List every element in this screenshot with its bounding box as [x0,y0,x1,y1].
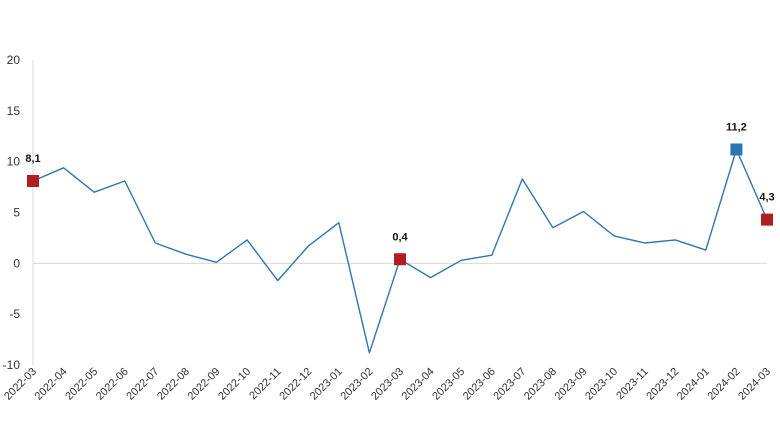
x-tick-label: 2023-07 [491,366,528,403]
y-tick-label: 15 [7,104,21,118]
y-tick-label: 10 [7,155,21,169]
x-tick-label: 2023-04 [400,366,437,403]
highlight-markers: 8,1 0,4 11,2 4,3 [25,121,775,266]
data-label: 0,4 [392,231,408,243]
y-tick-label: -10 [3,358,21,372]
x-tick-label: 2022-06 [94,366,131,403]
x-tick-label: 2022-09 [186,366,223,403]
x-tick-label: 2022-04 [33,366,70,403]
y-tick-label: 0 [13,256,20,270]
x-tick-label: 2023-12 [644,366,681,403]
x-axis-ticks: 2022-032022-042022-052022-062022-072022-… [2,366,773,403]
highlight-marker [394,253,406,266]
x-tick-label: 2022-08 [155,366,192,403]
x-tick-label: 2022-05 [63,366,100,403]
x-tick-label: 2023-09 [553,366,590,403]
x-tick-label: 2022-11 [247,366,283,402]
y-tick-label: 5 [13,206,20,220]
x-tick-label: 2023-10 [583,366,620,403]
x-tick-label: 2023-03 [369,366,406,403]
series-group [32,148,768,354]
x-tick-label: 2024-01 [675,366,712,403]
data-label: 4,3 [759,192,774,204]
data-label: 11,2 [726,121,747,133]
x-tick-label: 2023-01 [308,366,345,403]
x-tick-label: 2024-02 [706,366,743,403]
highlight-marker [730,143,743,156]
axes [32,60,767,365]
y-tick-label: 20 [7,53,21,67]
y-axis-ticks: -10 -5 0 5 10 15 20 [3,53,21,372]
series-line [32,148,768,354]
x-tick-label: 2022-07 [124,366,161,403]
x-tick-label: 2023-06 [461,366,498,403]
x-tick-label: 2022-10 [216,366,253,403]
x-tick-label: 2023-11 [614,366,650,402]
x-tick-label: 2023-08 [522,366,559,403]
y-tick-label: -5 [9,307,20,321]
x-tick-label: 2022-12 [277,366,314,403]
data-label: 8,1 [25,153,40,165]
highlight-marker [27,174,39,187]
highlight-marker [761,213,773,226]
x-tick-label: 2024-03 [736,366,773,403]
x-tick-label: 2023-02 [339,366,376,403]
x-tick-label: 2023-05 [430,366,467,403]
